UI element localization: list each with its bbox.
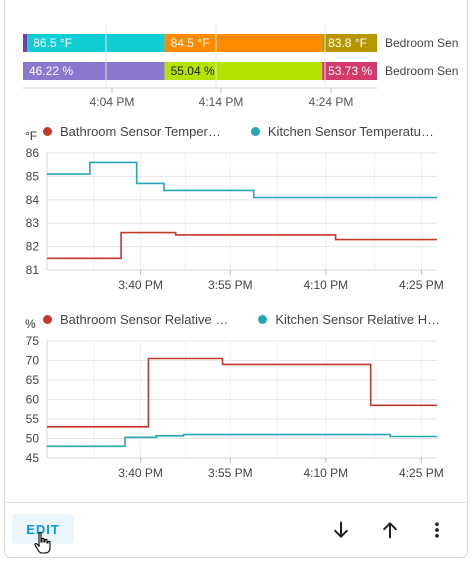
download-button[interactable] (325, 514, 357, 546)
y-tick-label: 55 (26, 412, 40, 426)
timeline-segment (322, 62, 377, 80)
y-tick-label: 70 (26, 354, 40, 368)
x-tick-label: 3:40 PM (118, 278, 163, 292)
y-tick-label: 60 (26, 393, 40, 407)
y-tick-label: 81 (26, 263, 40, 277)
timeline-segment (164, 62, 323, 80)
series-line (47, 433, 437, 448)
timeline-segment (164, 34, 323, 52)
timeline-segment-label: 55.04 % (171, 64, 215, 78)
legend-swatch (43, 315, 52, 324)
legend-label: Bathroom Sensor Temper… (60, 124, 221, 139)
legend-item[interactable]: Kitchen Sensor Relative H… (258, 312, 440, 327)
y-tick-label: 65 (26, 373, 40, 387)
timeline-tick-label: 4:24 PM (309, 95, 354, 109)
legend-swatch (258, 315, 268, 324)
y-tick-label: 75 (26, 334, 40, 348)
humidity-legend: Bathroom Sensor Relative … Kitchen Sensor… (25, 312, 465, 331)
series-line (47, 161, 437, 199)
timeline-segment-label: 84.5 °F (171, 36, 210, 50)
series-line (47, 357, 437, 428)
series-line (47, 231, 437, 260)
more-options-button[interactable] (421, 514, 453, 546)
x-tick-label: 4:10 PM (303, 278, 348, 292)
timeline-tick-label: 4:14 PM (199, 95, 244, 109)
x-tick-label: 4:25 PM (399, 466, 444, 480)
history-card: 86.5 °F 84.5 °F 83.8 °F Bedroom Sen 46.22 % 5… (4, 0, 468, 558)
x-tick-label: 4:10 PM (303, 466, 348, 480)
y-tick-label: 50 (26, 432, 40, 446)
y-tick-label: 86 (26, 146, 40, 160)
timeline-chart: 86.5 °F 84.5 °F 83.8 °F Bedroom Sen 46.22 % 5… (23, 24, 458, 109)
y-tick-label: 83 (26, 216, 40, 230)
timeline-row-label: Bedroom Sen (385, 36, 458, 50)
x-tick-label: 3:40 PM (118, 466, 163, 480)
legend-label: Kitchen Sensor Relative H… (275, 312, 441, 327)
timeline-segment (23, 34, 28, 52)
temperature-legend: Bathroom Sensor Temper… Kitchen Sensor Te… (25, 124, 465, 143)
y-axis-unit: % (25, 317, 36, 331)
timeline-row-label: Bedroom Sen (385, 64, 458, 78)
y-tick-label: 82 (26, 240, 40, 254)
legend-item[interactable]: Bathroom Sensor Relative … (43, 312, 228, 327)
upload-button[interactable] (374, 514, 406, 546)
timeline-segment-label: 53.73 % (328, 64, 372, 78)
timeline-segment-label: 46.22 % (29, 64, 73, 78)
x-tick-label: 3:55 PM (208, 466, 253, 480)
y-axis-unit: °F (25, 129, 38, 143)
legend-swatch (250, 127, 260, 136)
legend-swatch (43, 127, 52, 136)
y-tick-label: 45 (26, 451, 40, 465)
timeline-segment-label: 86.5 °F (33, 36, 72, 50)
temperature-chart: 86 85 84 83 82 81 3:40 PM 3:55 PM 4:10 PM 4:25 PM (26, 146, 444, 292)
humidity-chart: 75 70 65 60 55 50 45 3:40 PM 3:55 PM 4:10 PM 4:25 … (26, 334, 444, 480)
y-tick-label: 85 (26, 169, 40, 183)
hand-cursor-icon (34, 531, 51, 554)
arrow-up-icon (383, 522, 397, 539)
more-vert-icon (435, 522, 439, 538)
legend-item[interactable]: Bathroom Sensor Temper… (43, 124, 221, 139)
y-tick-label: 84 (26, 193, 40, 207)
legend-item[interactable]: Kitchen Sensor Temperatu… (250, 124, 434, 139)
timeline-segment (322, 34, 377, 52)
legend-label: Bathroom Sensor Relative … (60, 312, 229, 327)
timeline-segment (23, 62, 165, 80)
card-actions-divider (5, 502, 467, 503)
x-tick-label: 4:25 PM (399, 278, 444, 292)
timeline-segment-label: 83.8 °F (328, 36, 367, 50)
timeline-segment (27, 34, 165, 52)
x-tick-label: 3:55 PM (208, 278, 253, 292)
legend-label: Kitchen Sensor Temperatu… (267, 124, 434, 139)
timeline-tick-label: 4:04 PM (90, 95, 135, 109)
arrow-down-icon (334, 521, 348, 538)
